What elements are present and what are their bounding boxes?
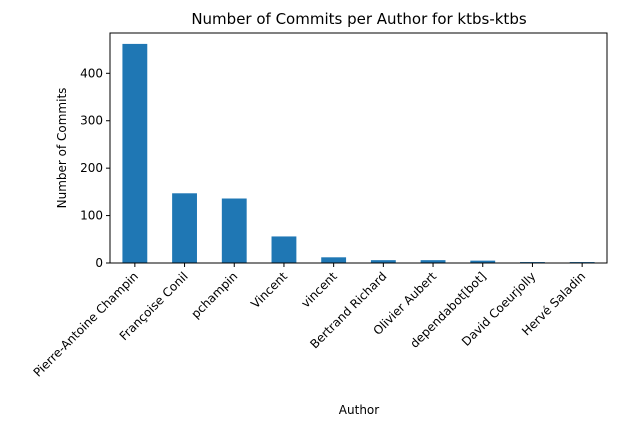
bar [221, 198, 247, 263]
y-tick-label: 200 [80, 161, 103, 175]
x-tick-label: vincent [299, 269, 340, 310]
plot-frame [109, 32, 608, 264]
x-tick-label: Vincent [248, 269, 290, 311]
y-axis-label: Number of Commits [55, 88, 69, 209]
y-axis: 0 100 200 300 400 [80, 66, 110, 270]
x-axis-label: Author [339, 403, 379, 417]
bar [271, 236, 297, 263]
chart-title: Number of Commits per Author for ktbs-kt… [191, 10, 527, 28]
bar [122, 43, 148, 264]
bar [370, 260, 396, 263]
bar [321, 257, 347, 263]
bar [172, 193, 197, 263]
bars-group [122, 43, 595, 264]
y-tick-label: 100 [80, 209, 103, 223]
x-tick-label: pchampin [188, 269, 240, 321]
bar [470, 260, 496, 263]
y-tick-label: 400 [80, 66, 103, 80]
y-tick-label: 0 [95, 256, 103, 270]
bar [420, 260, 446, 263]
y-tick-label: 300 [80, 114, 103, 128]
